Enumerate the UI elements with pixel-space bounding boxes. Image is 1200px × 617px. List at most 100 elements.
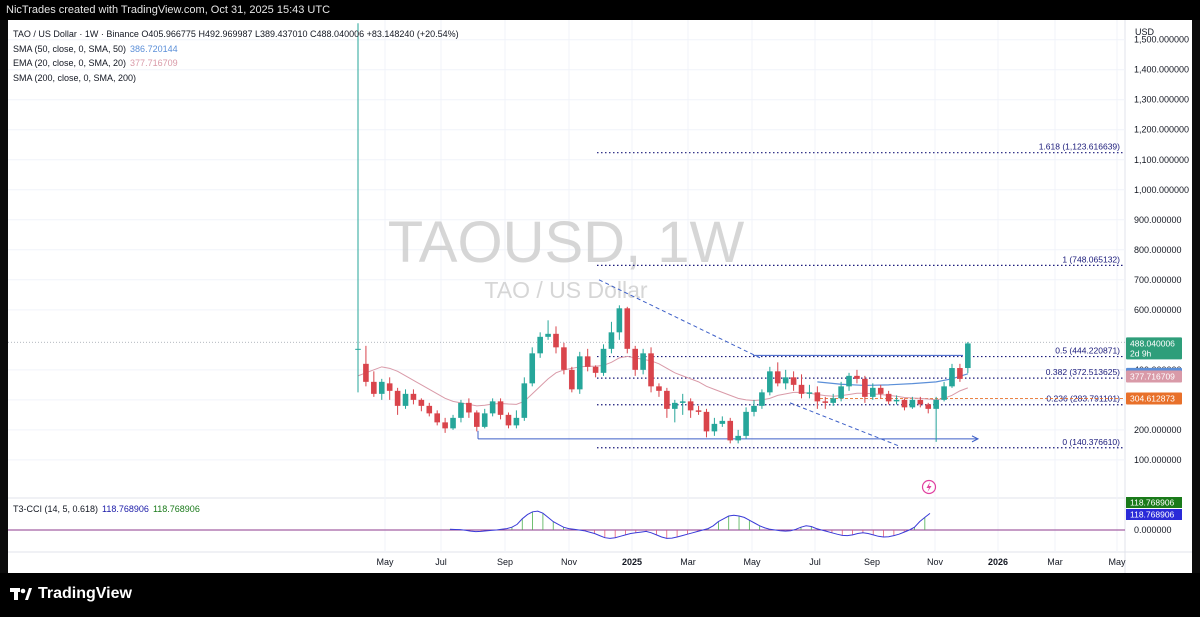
candle-body — [901, 399, 908, 408]
x-tick-label: 2025 — [622, 557, 642, 567]
candle-body — [371, 381, 377, 394]
candle-body — [917, 399, 924, 405]
ema20-value: 377.716709 — [130, 58, 178, 68]
candle-body — [616, 308, 623, 333]
x-tick-label: May — [376, 557, 394, 567]
candle-body — [632, 348, 638, 370]
price-label-box — [1126, 337, 1182, 360]
cci-value-text: 118.768906 — [1130, 498, 1175, 508]
price-label-box — [1126, 392, 1182, 405]
candle-body — [624, 308, 631, 349]
candle-body — [743, 411, 749, 436]
currency-label: USD — [1135, 27, 1155, 37]
x-tick-label: May — [1108, 557, 1126, 567]
price-label-text: 304.612873 — [1130, 393, 1175, 403]
candle-body — [442, 422, 448, 429]
candle-body — [521, 383, 528, 418]
symbol-title[interactable]: TAO / US Dollar · 1W · Binance — [13, 29, 139, 39]
candle-body — [466, 402, 472, 413]
ema20-label: EMA (20, close, 0, SMA, 20) — [13, 58, 127, 68]
candle-body — [584, 356, 591, 367]
y-tick-label: 1,300.000000 — [1134, 95, 1189, 105]
candle-body — [830, 398, 836, 403]
y-tick-label: 1,200.000000 — [1134, 125, 1189, 135]
x-tick-label: Nov — [927, 557, 944, 567]
candle-body — [814, 392, 821, 402]
candle-body — [759, 392, 765, 406]
candle-body — [767, 371, 773, 393]
attribution-text: NicTrades created with TradingView.com, … — [6, 4, 331, 16]
indicator-legend: TAO / US Dollar · 1W · Binance O405.9667… — [13, 27, 459, 85]
candle-body — [941, 386, 947, 400]
candle-body — [402, 393, 409, 406]
lightning-icon-bolt — [926, 482, 932, 492]
x-tick-label: May — [743, 557, 761, 567]
y-tick-label: 700.000000 — [1134, 275, 1182, 285]
support-arrow-head — [971, 435, 980, 443]
candle-body — [561, 347, 567, 370]
candle-body — [862, 378, 868, 397]
candle-body — [782, 377, 789, 384]
candle-body — [378, 381, 385, 394]
cci-value-box — [1126, 509, 1182, 520]
fib-level-label: 0.236 (283.791101) — [1046, 394, 1120, 404]
cci-label: T3-CCI (14, 5, 0.618) — [13, 504, 99, 514]
sma50-line — [817, 373, 969, 387]
tradingview-brand[interactable]: TradingView — [10, 585, 132, 603]
candle-body — [838, 386, 844, 399]
candle-body — [822, 401, 829, 403]
y-tick-label: 800.000000 — [1134, 245, 1182, 255]
candle-body — [600, 348, 607, 373]
x-tick-label: Mar — [680, 557, 696, 567]
candle-body — [529, 353, 536, 384]
candle-body — [790, 377, 797, 385]
candle-body — [386, 383, 393, 391]
cci-legend[interactable]: T3-CCI (14, 5, 0.618) 118.768906 118.76890… — [13, 504, 200, 514]
price-label-box — [1126, 370, 1182, 383]
footer-bar: TradingView — [0, 573, 1200, 617]
candle-body — [806, 392, 813, 394]
candle-body — [434, 413, 440, 423]
attribution-bar: NicTrades created with TradingView.com, … — [0, 0, 1200, 20]
candle-body — [355, 348, 361, 350]
candle-body — [679, 401, 686, 403]
candle-body — [949, 368, 955, 387]
candle-body — [909, 399, 916, 408]
symbol-line: TAO / US Dollar · 1W · Binance O405.9667… — [13, 27, 459, 42]
candle-body — [854, 375, 860, 379]
candle-body — [608, 332, 615, 349]
candle-body — [687, 401, 694, 411]
y-tick-label: 1,400.000000 — [1134, 65, 1189, 75]
candle-body — [592, 366, 599, 373]
candle-body — [798, 384, 805, 394]
cci-value-box — [1126, 497, 1182, 508]
candle-body — [870, 387, 876, 397]
candle-body — [576, 356, 583, 390]
candle-body — [664, 390, 670, 409]
trendline-descending-lower — [789, 402, 901, 447]
sma50-legend[interactable]: SMA (50, close, 0, SMA, 50) 386.720144 — [13, 42, 459, 57]
sma50-value: 386.720144 — [130, 43, 178, 54]
candle-body — [553, 333, 559, 348]
watermark-name: TAO / US Dollar — [484, 277, 647, 303]
candle-body — [925, 404, 932, 409]
y-tick-label: 900.000000 — [1134, 215, 1182, 225]
candle-body — [450, 417, 456, 429]
sma200-label: SMA (200, close, 0, SMA, 200) — [13, 72, 137, 83]
candle-body — [458, 402, 464, 418]
candle-body — [569, 369, 575, 390]
candle-body — [418, 399, 425, 406]
candle-body — [885, 393, 892, 402]
candle-body — [640, 353, 646, 370]
fib-level-label: 0.382 (372.513625) — [1046, 367, 1120, 377]
sma50-label: SMA (50, close, 0, SMA, 50) — [13, 43, 127, 54]
cci-line — [449, 510, 931, 539]
candle-body — [481, 413, 488, 427]
candle-body — [672, 402, 678, 409]
sma200-legend[interactable]: SMA (200, close, 0, SMA, 200) — [13, 71, 459, 86]
candle-body — [727, 420, 734, 441]
ema20-legend[interactable]: EMA (20, close, 0, SMA, 20) 377.716709 — [13, 56, 459, 71]
candle-body — [394, 390, 401, 406]
candle-body — [537, 336, 543, 354]
